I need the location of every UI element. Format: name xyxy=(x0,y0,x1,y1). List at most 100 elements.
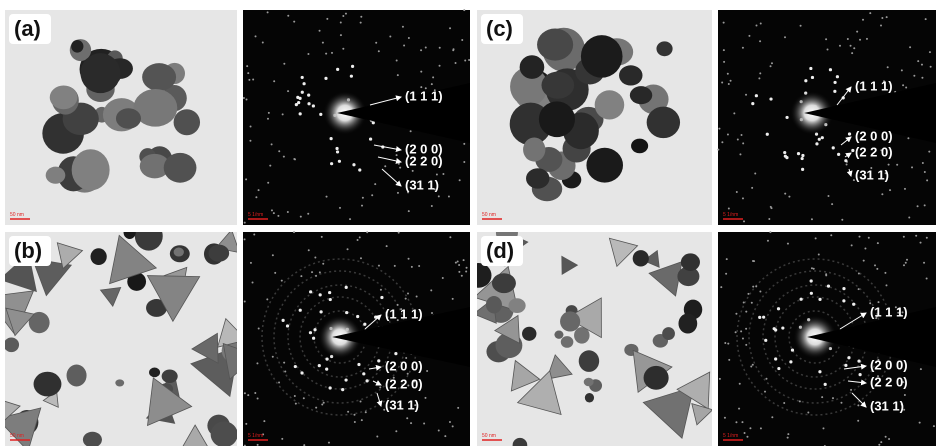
spot xyxy=(754,172,756,174)
particle xyxy=(492,273,516,293)
spot xyxy=(719,378,721,380)
spot xyxy=(277,215,279,217)
spot xyxy=(844,159,847,162)
spot xyxy=(247,394,249,396)
spot xyxy=(877,242,879,244)
spot xyxy=(394,265,396,267)
spot xyxy=(336,150,339,153)
spot xyxy=(909,46,911,48)
spot xyxy=(759,40,761,42)
spot xyxy=(880,25,882,27)
spot xyxy=(293,21,295,23)
spot xyxy=(920,368,922,370)
spot xyxy=(249,140,251,142)
spot xyxy=(286,324,289,327)
spot xyxy=(410,422,412,424)
spot xyxy=(859,373,862,376)
spot xyxy=(273,80,275,82)
spot xyxy=(312,104,315,107)
spot xyxy=(459,179,461,181)
spot xyxy=(809,67,812,70)
spot xyxy=(851,244,853,246)
spot xyxy=(431,83,433,85)
spot xyxy=(412,170,414,172)
spot xyxy=(911,166,913,168)
spot xyxy=(323,402,325,404)
spot xyxy=(847,38,849,40)
spot xyxy=(405,298,407,300)
spot xyxy=(751,102,754,105)
plane-label: (1 1 1) xyxy=(385,306,423,321)
spot xyxy=(403,45,405,47)
spot xyxy=(750,365,752,367)
spot xyxy=(283,156,285,158)
spot xyxy=(442,173,444,175)
spot xyxy=(888,438,890,440)
spot xyxy=(818,138,821,141)
spot xyxy=(449,27,451,29)
spot xyxy=(360,401,362,403)
spot xyxy=(800,298,803,301)
spot xyxy=(858,272,860,274)
spot xyxy=(395,430,397,432)
spot xyxy=(752,364,754,366)
spot xyxy=(335,147,338,150)
spot xyxy=(880,441,882,443)
particle xyxy=(72,149,110,190)
spot xyxy=(743,301,745,303)
spot xyxy=(844,364,847,367)
spot xyxy=(378,265,380,267)
spot xyxy=(322,42,324,44)
spot xyxy=(784,155,787,158)
spot xyxy=(857,420,859,422)
spot xyxy=(839,45,841,47)
spot xyxy=(928,151,930,153)
spot xyxy=(278,382,280,384)
spot xyxy=(345,311,348,314)
spot xyxy=(347,411,349,413)
spot xyxy=(857,359,860,362)
spot xyxy=(366,379,369,382)
spot xyxy=(321,404,323,406)
spot xyxy=(807,411,809,413)
spot xyxy=(380,296,383,299)
spot xyxy=(345,13,347,15)
spot xyxy=(258,189,260,191)
particle xyxy=(509,298,526,313)
spot xyxy=(420,71,422,73)
spot xyxy=(751,302,753,304)
spot xyxy=(822,427,824,429)
spot xyxy=(764,391,766,393)
spot xyxy=(718,128,720,130)
spot xyxy=(324,77,327,80)
spot xyxy=(848,132,851,135)
spot xyxy=(366,231,368,233)
spot xyxy=(878,301,880,303)
plane-label: (31 1) xyxy=(855,167,889,182)
spot xyxy=(811,267,813,269)
spot xyxy=(458,264,460,266)
spot xyxy=(923,262,925,264)
spot xyxy=(319,271,321,273)
spot xyxy=(741,134,743,136)
spot xyxy=(827,195,829,197)
particle xyxy=(656,41,672,56)
spot xyxy=(920,242,922,244)
spot xyxy=(464,60,466,62)
spot xyxy=(723,49,725,51)
spot xyxy=(244,222,246,224)
spot xyxy=(272,356,274,358)
spot xyxy=(852,303,855,306)
spot xyxy=(272,254,274,256)
spot xyxy=(797,152,800,155)
spot xyxy=(748,35,750,37)
spot xyxy=(246,98,248,100)
spot xyxy=(785,116,788,119)
spot xyxy=(929,51,931,53)
spot xyxy=(720,286,722,288)
spot xyxy=(856,31,858,33)
spot xyxy=(739,383,741,385)
spot xyxy=(307,213,309,215)
spot xyxy=(905,87,907,89)
spot xyxy=(397,74,399,76)
